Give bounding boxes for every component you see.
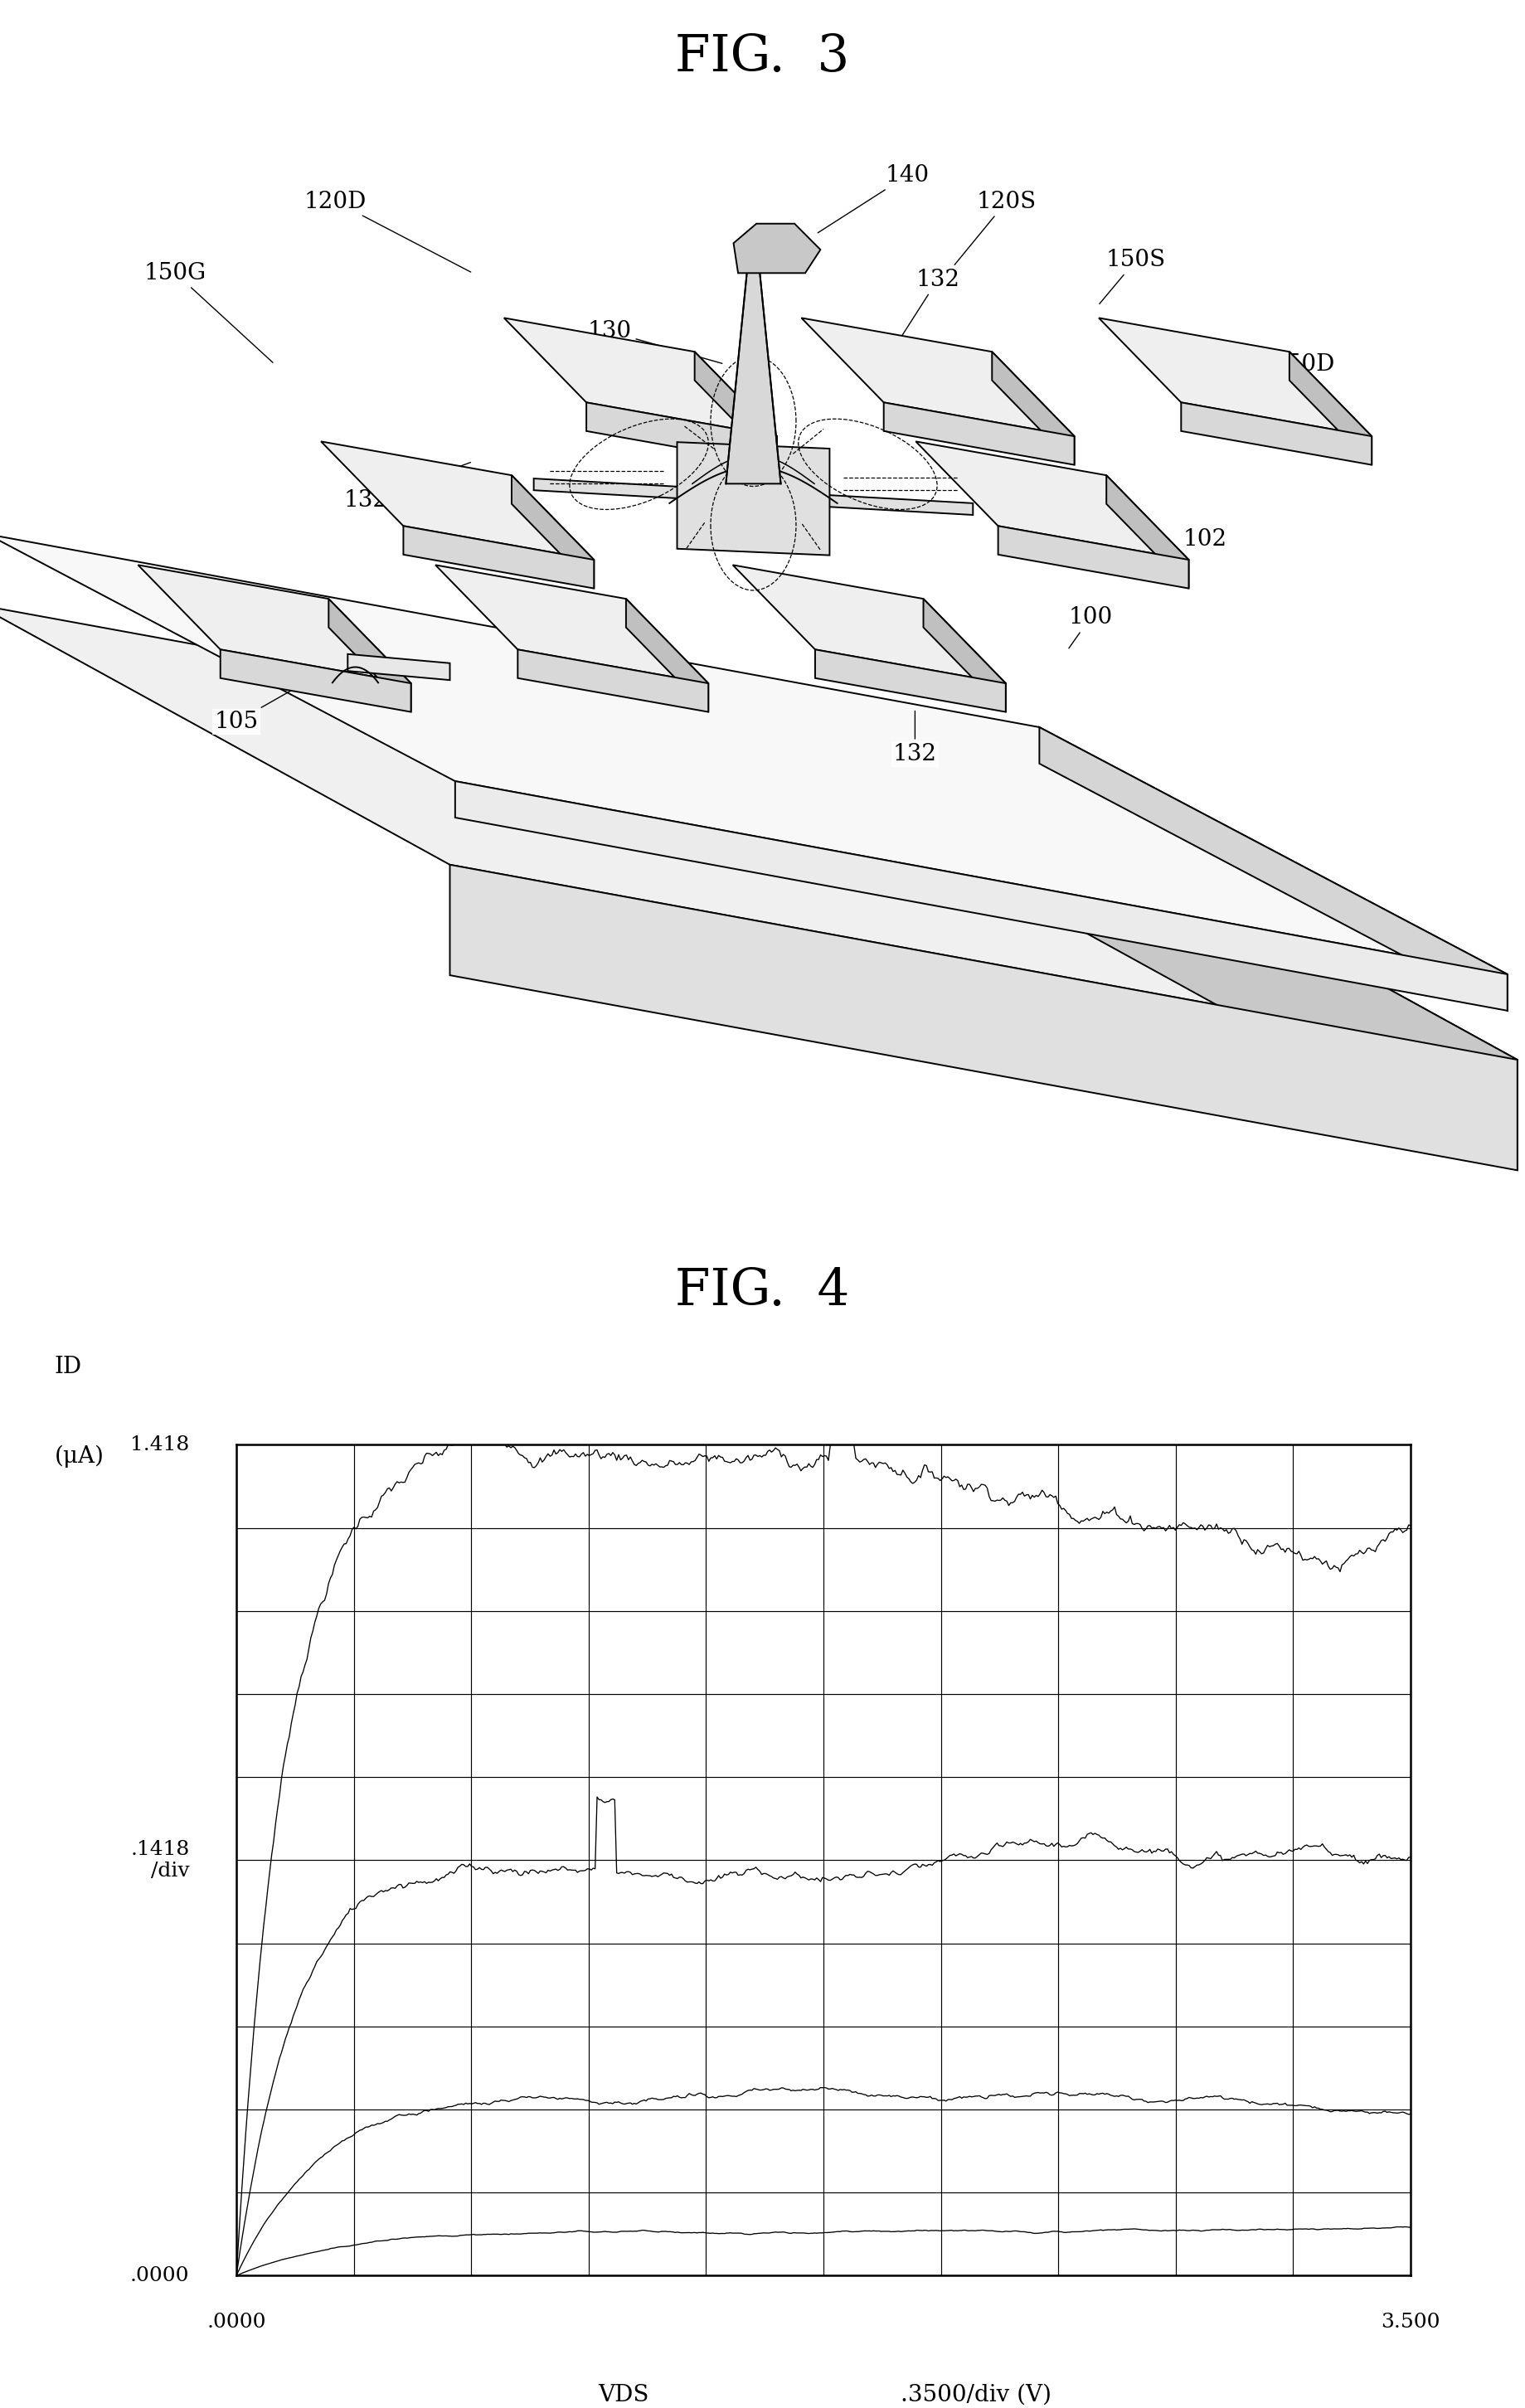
Polygon shape (677, 443, 830, 556)
Text: FIG.  4: FIG. 4 (676, 1267, 849, 1315)
Text: 1.418: 1.418 (130, 1435, 189, 1454)
Text: 132: 132 (345, 462, 471, 513)
Text: 105: 105 (215, 684, 303, 732)
Polygon shape (1289, 352, 1371, 465)
Text: 150D: 150D (1222, 354, 1334, 429)
Text: .3500/div (V): .3500/div (V) (901, 2384, 1052, 2406)
Text: ID: ID (55, 1356, 82, 1377)
Text: 132: 132 (894, 710, 936, 766)
Polygon shape (534, 479, 973, 515)
Polygon shape (883, 402, 1074, 465)
Polygon shape (454, 780, 1507, 1011)
Polygon shape (732, 566, 1007, 684)
Text: (μA): (μA) (55, 1445, 104, 1466)
Polygon shape (220, 650, 412, 713)
Text: 100: 100 (1069, 607, 1112, 648)
Text: 130: 130 (589, 320, 723, 364)
Polygon shape (503, 318, 776, 436)
Polygon shape (734, 224, 820, 272)
Polygon shape (329, 600, 412, 713)
Polygon shape (802, 318, 1074, 436)
Polygon shape (403, 525, 595, 588)
Polygon shape (814, 650, 1007, 713)
Text: 120S: 120S (955, 190, 1037, 265)
Text: FIG.  3: FIG. 3 (676, 31, 849, 82)
Polygon shape (726, 270, 781, 484)
Text: .0000: .0000 (207, 2314, 265, 2331)
Polygon shape (450, 864, 1517, 1170)
Text: 3.500: 3.500 (1382, 2314, 1440, 2331)
Text: 150G: 150G (145, 262, 273, 364)
Polygon shape (1040, 727, 1507, 1011)
Polygon shape (923, 600, 1007, 713)
Polygon shape (1098, 318, 1371, 436)
Polygon shape (348, 655, 450, 679)
Polygon shape (997, 525, 1188, 588)
Text: 102: 102 (1168, 527, 1226, 563)
Text: VDS: VDS (598, 2384, 650, 2406)
Text: .0000: .0000 (130, 2266, 189, 2285)
Text: 150S: 150S (1100, 248, 1167, 303)
Polygon shape (0, 604, 1517, 1060)
Text: 132: 132 (894, 267, 959, 349)
Polygon shape (625, 600, 708, 713)
Polygon shape (0, 535, 1507, 975)
Polygon shape (1180, 402, 1371, 465)
Polygon shape (915, 441, 1188, 559)
Polygon shape (511, 474, 595, 588)
Polygon shape (436, 566, 708, 684)
Text: 140: 140 (817, 164, 929, 234)
Polygon shape (320, 441, 595, 559)
Polygon shape (586, 402, 776, 465)
Polygon shape (517, 650, 708, 713)
Text: .1418
/div: .1418 /div (130, 1840, 189, 1881)
Polygon shape (991, 352, 1074, 465)
Polygon shape (694, 352, 776, 465)
Polygon shape (137, 566, 412, 684)
Polygon shape (1106, 474, 1188, 588)
Text: 120D: 120D (305, 190, 471, 272)
Polygon shape (1045, 799, 1517, 1170)
